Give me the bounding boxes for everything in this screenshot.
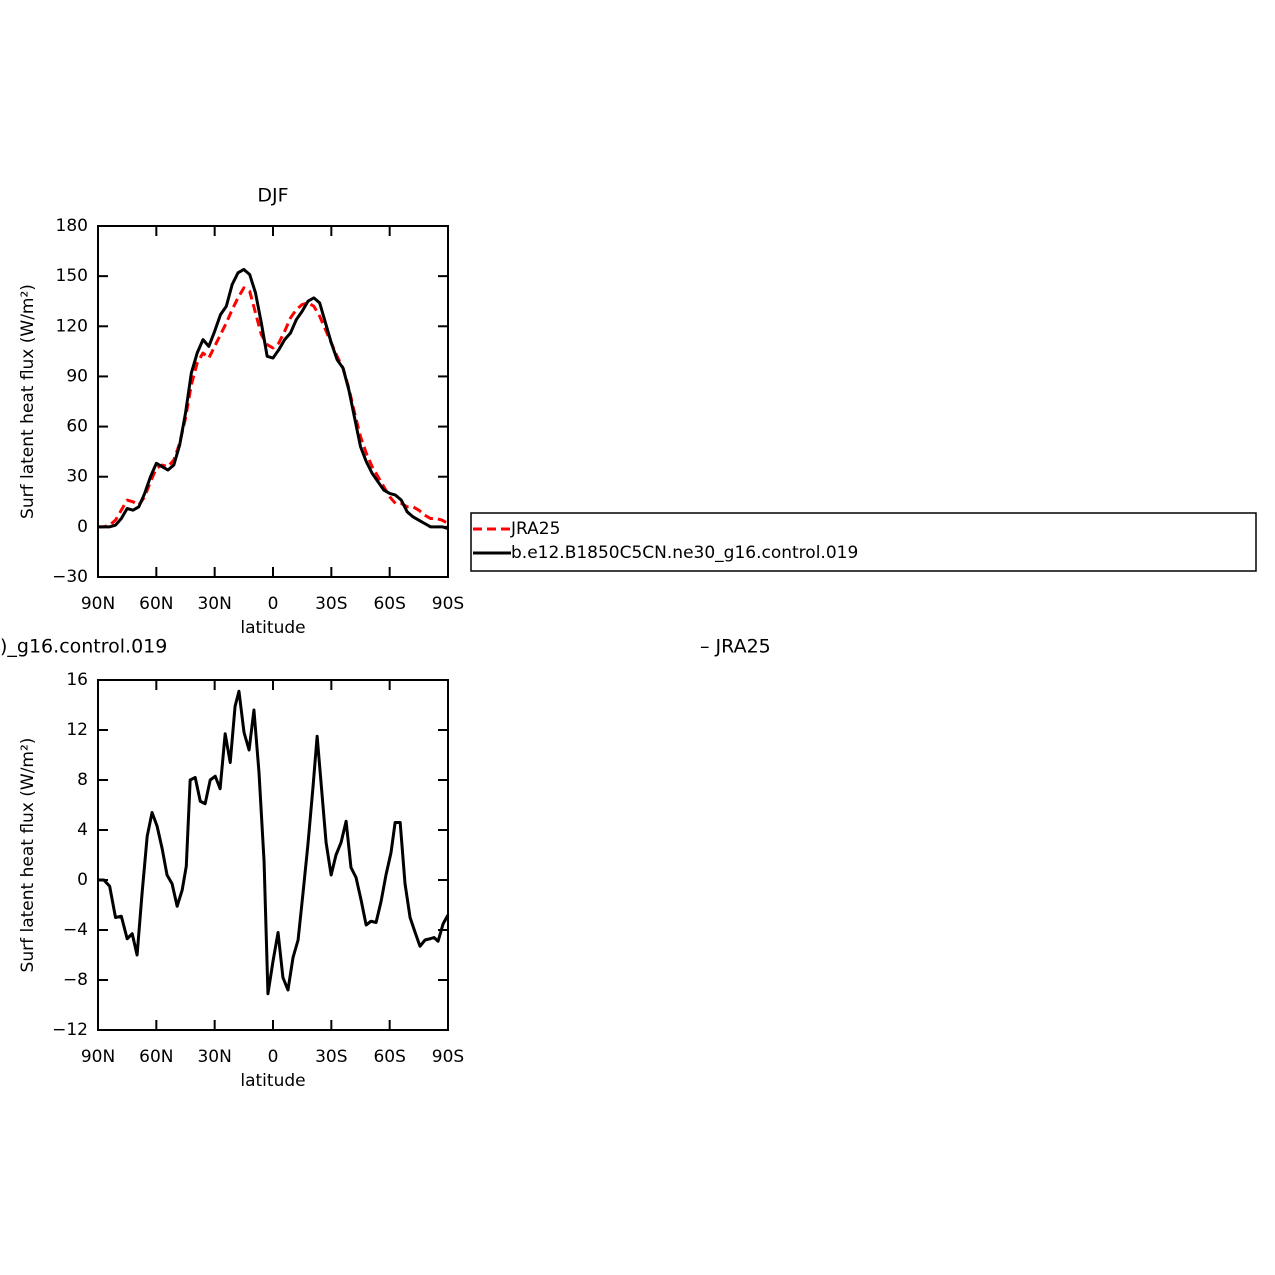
y-tick-label: −8: [63, 970, 88, 990]
y-tick-label: −4: [63, 920, 88, 940]
legend-label: b.e12.B1850C5CN.ne30_g16.control.019: [511, 543, 858, 563]
data-line: [98, 286, 449, 529]
plot-frame: [97, 225, 449, 578]
y-tick-label: 0: [77, 870, 88, 890]
x-tick-label: 90N: [81, 594, 115, 614]
x-tick-label: 90S: [432, 1047, 464, 1067]
y-tick-label: −12: [52, 1020, 88, 1040]
x-tick-label: 30N: [197, 1047, 231, 1067]
chart-title: DJF: [257, 185, 288, 207]
x-tick-label: 60S: [373, 1047, 405, 1067]
y-tick-label: 180: [56, 216, 88, 236]
y-tick-label: 12: [66, 720, 88, 740]
y-tick-label: 8: [77, 770, 88, 790]
x-tick-label: 90S: [432, 594, 464, 614]
y-axis-label: Surf latent heat flux (W/m²): [18, 284, 38, 519]
chart-title: – JRA25: [700, 636, 771, 658]
y-tick-label: 30: [66, 467, 88, 487]
x-tick-label: 60N: [139, 1047, 173, 1067]
x-tick-label: 0: [268, 1047, 279, 1067]
x-tick-label: 30N: [197, 594, 231, 614]
y-tick-label: 150: [56, 266, 88, 286]
y-tick-label: 4: [77, 820, 88, 840]
data-line: [98, 267, 449, 530]
x-tick-label: 60S: [373, 594, 405, 614]
x-axis-label: latitude: [240, 1071, 305, 1091]
y-tick-label: 60: [66, 417, 88, 437]
legend-label: JRA25: [510, 519, 560, 539]
y-tick-label: 120: [56, 316, 88, 336]
plot-frame: [97, 679, 449, 1031]
x-tick-label: 90N: [81, 1047, 115, 1067]
x-tick-label: 30S: [315, 1047, 347, 1067]
legend-box: [470, 512, 1257, 572]
y-tick-label: 0: [77, 517, 88, 537]
chart-title: )_g16.control.019: [0, 636, 167, 658]
x-tick-label: 0: [268, 594, 279, 614]
data-line: [98, 689, 450, 996]
y-tick-label: 16: [66, 670, 88, 690]
x-tick-label: 60N: [139, 594, 173, 614]
x-axis-label: latitude: [240, 618, 305, 638]
x-tick-label: 30S: [315, 594, 347, 614]
y-tick-label: 90: [66, 366, 88, 386]
y-axis-label: Surf latent heat flux (W/m²): [18, 738, 38, 973]
y-tick-label: −30: [52, 567, 88, 587]
